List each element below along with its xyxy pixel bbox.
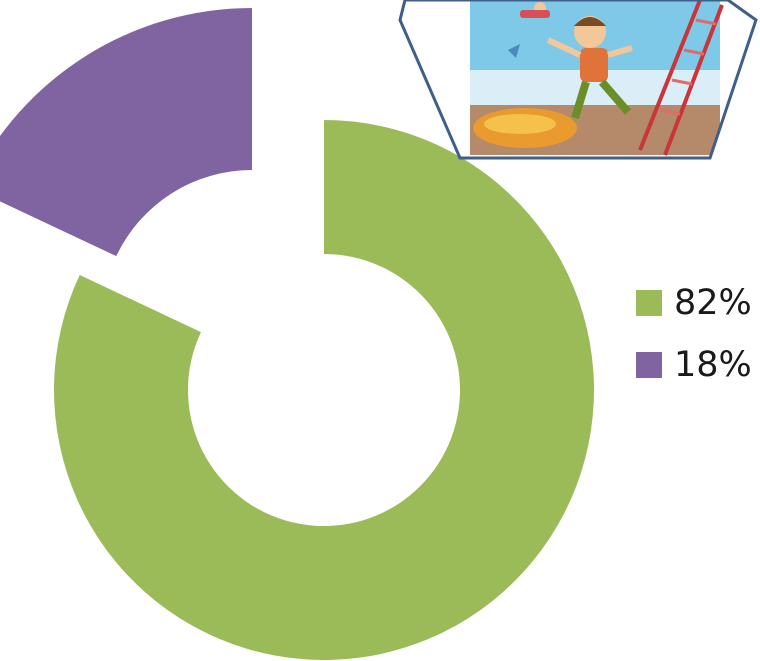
legend-item: 18% bbox=[636, 344, 752, 385]
illustration-image bbox=[398, 0, 758, 160]
legend-item: 82% bbox=[636, 282, 752, 323]
legend-swatch bbox=[636, 352, 662, 378]
legend-label: 18% bbox=[674, 344, 752, 385]
donut-slice-2 bbox=[0, 8, 252, 257]
legend-swatch bbox=[636, 290, 662, 316]
legend-label: 82% bbox=[674, 282, 752, 323]
chart-legend: 82% 18% bbox=[636, 282, 752, 412]
donut-slices bbox=[0, 8, 595, 660]
donut-slice-1 bbox=[54, 120, 595, 660]
